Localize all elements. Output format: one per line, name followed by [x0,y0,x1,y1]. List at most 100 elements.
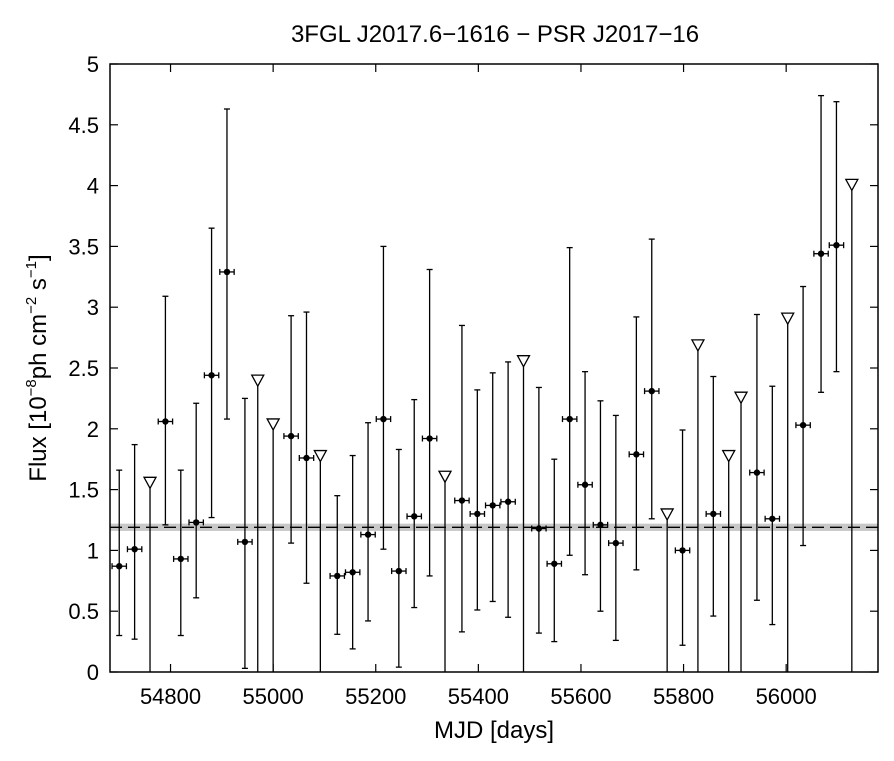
data-point [454,324,470,633]
y-label-prefix: Flux [10 [25,396,52,481]
upper-limit-marker [660,508,675,522]
data-point [484,372,501,603]
data-marker [833,241,840,249]
data-marker [648,387,655,395]
x-tick-label: 56000 [756,684,817,709]
y-tick-label: 1.5 [68,478,99,503]
upper-limit [690,339,706,672]
data-point [344,454,361,650]
data-point [561,246,578,556]
data-marker [597,521,604,529]
upper-limit [844,178,859,672]
data-point [674,429,691,646]
y-tick-label: 0 [87,660,99,685]
data-point [283,315,299,544]
y-tick-label: 1 [87,538,99,563]
data-point [764,385,781,626]
y-tick-label: 2 [87,417,99,442]
data-marker [633,451,640,458]
data-marker [192,519,200,526]
data-marker [349,569,356,576]
y-label-exponent-1: −8 [23,379,40,396]
data-marker [334,572,341,580]
y-label-suffix: ] [25,254,52,261]
data-marker [411,513,418,520]
data-marker [458,497,466,504]
data-marker [489,502,496,509]
data-point [172,469,189,637]
data-point [375,245,392,550]
upper-limit-marker [844,178,859,192]
data-marker [581,481,589,488]
data-marker [162,418,169,425]
data-marker [799,421,807,429]
upper-limit-marker [142,476,158,490]
data-point [111,469,128,637]
data-point [219,108,235,420]
data-point [749,313,765,601]
data-point [795,285,811,547]
upper-limit [780,312,795,672]
data-point [126,443,143,640]
x-tick-label: 55800 [653,684,714,709]
upper-limit-marker [250,374,265,388]
upper-limit-marker [721,449,736,463]
data-marker [395,567,403,575]
upper-limit-marker [780,312,795,326]
data-marker [753,469,761,476]
y-label-mid: ph cm [25,314,52,379]
data-marker [380,415,387,423]
y-tick-label: 4.5 [68,113,99,138]
upper-limit [266,418,281,672]
upper-limit [721,449,736,672]
data-marker [303,454,310,462]
y-tick-label: 3 [87,295,99,320]
data-marker [116,563,123,570]
y-tick-label: 4 [87,174,99,199]
data-marker [710,510,717,518]
upper-limit-marker [516,355,531,369]
data-marker [679,547,686,554]
data-point [329,495,346,635]
upper-limit [437,470,453,672]
data-marker [474,510,481,518]
upper-limit-marker [313,449,328,463]
data-point [360,422,376,622]
data-point [628,316,645,571]
upper-limit-marker [690,339,706,353]
upper-limit-marker [266,418,281,432]
plot-frame [109,63,879,673]
x-tick-label: 55200 [345,684,406,709]
data-point [705,375,722,617]
y-tick-label: 5 [87,52,99,77]
data-marker [535,525,543,532]
x-tick-label: 55000 [243,684,304,709]
data-marker [177,555,184,563]
data-marker [208,372,215,379]
y-label-mid-2: s [25,278,52,297]
x-tick-label: 55600 [550,684,611,709]
data-point [577,370,593,576]
x-tick-label: 54800 [140,684,201,709]
data-marker [426,435,433,442]
data-point [500,361,516,618]
data-point [203,227,220,519]
chart-title: 3FGL J2017.6−1616 − PSR J2017−16 [291,21,699,48]
x-axis-label: MJD [days] [434,717,554,744]
data-marker [504,498,512,505]
upper-limit [142,476,158,672]
upper-limit [516,355,531,672]
upper-limit [250,374,265,672]
data-point [828,101,845,373]
upper-limit-marker [733,391,749,405]
upper-limit [733,391,749,672]
data-marker [131,545,138,553]
data-point [391,448,407,668]
data-marker [551,560,558,567]
data-point [592,400,609,612]
data-point [421,268,438,577]
data-point [157,295,174,526]
data-point [469,389,486,611]
data-marker [817,250,825,257]
y-label-exponent-2: −2 [23,297,40,314]
